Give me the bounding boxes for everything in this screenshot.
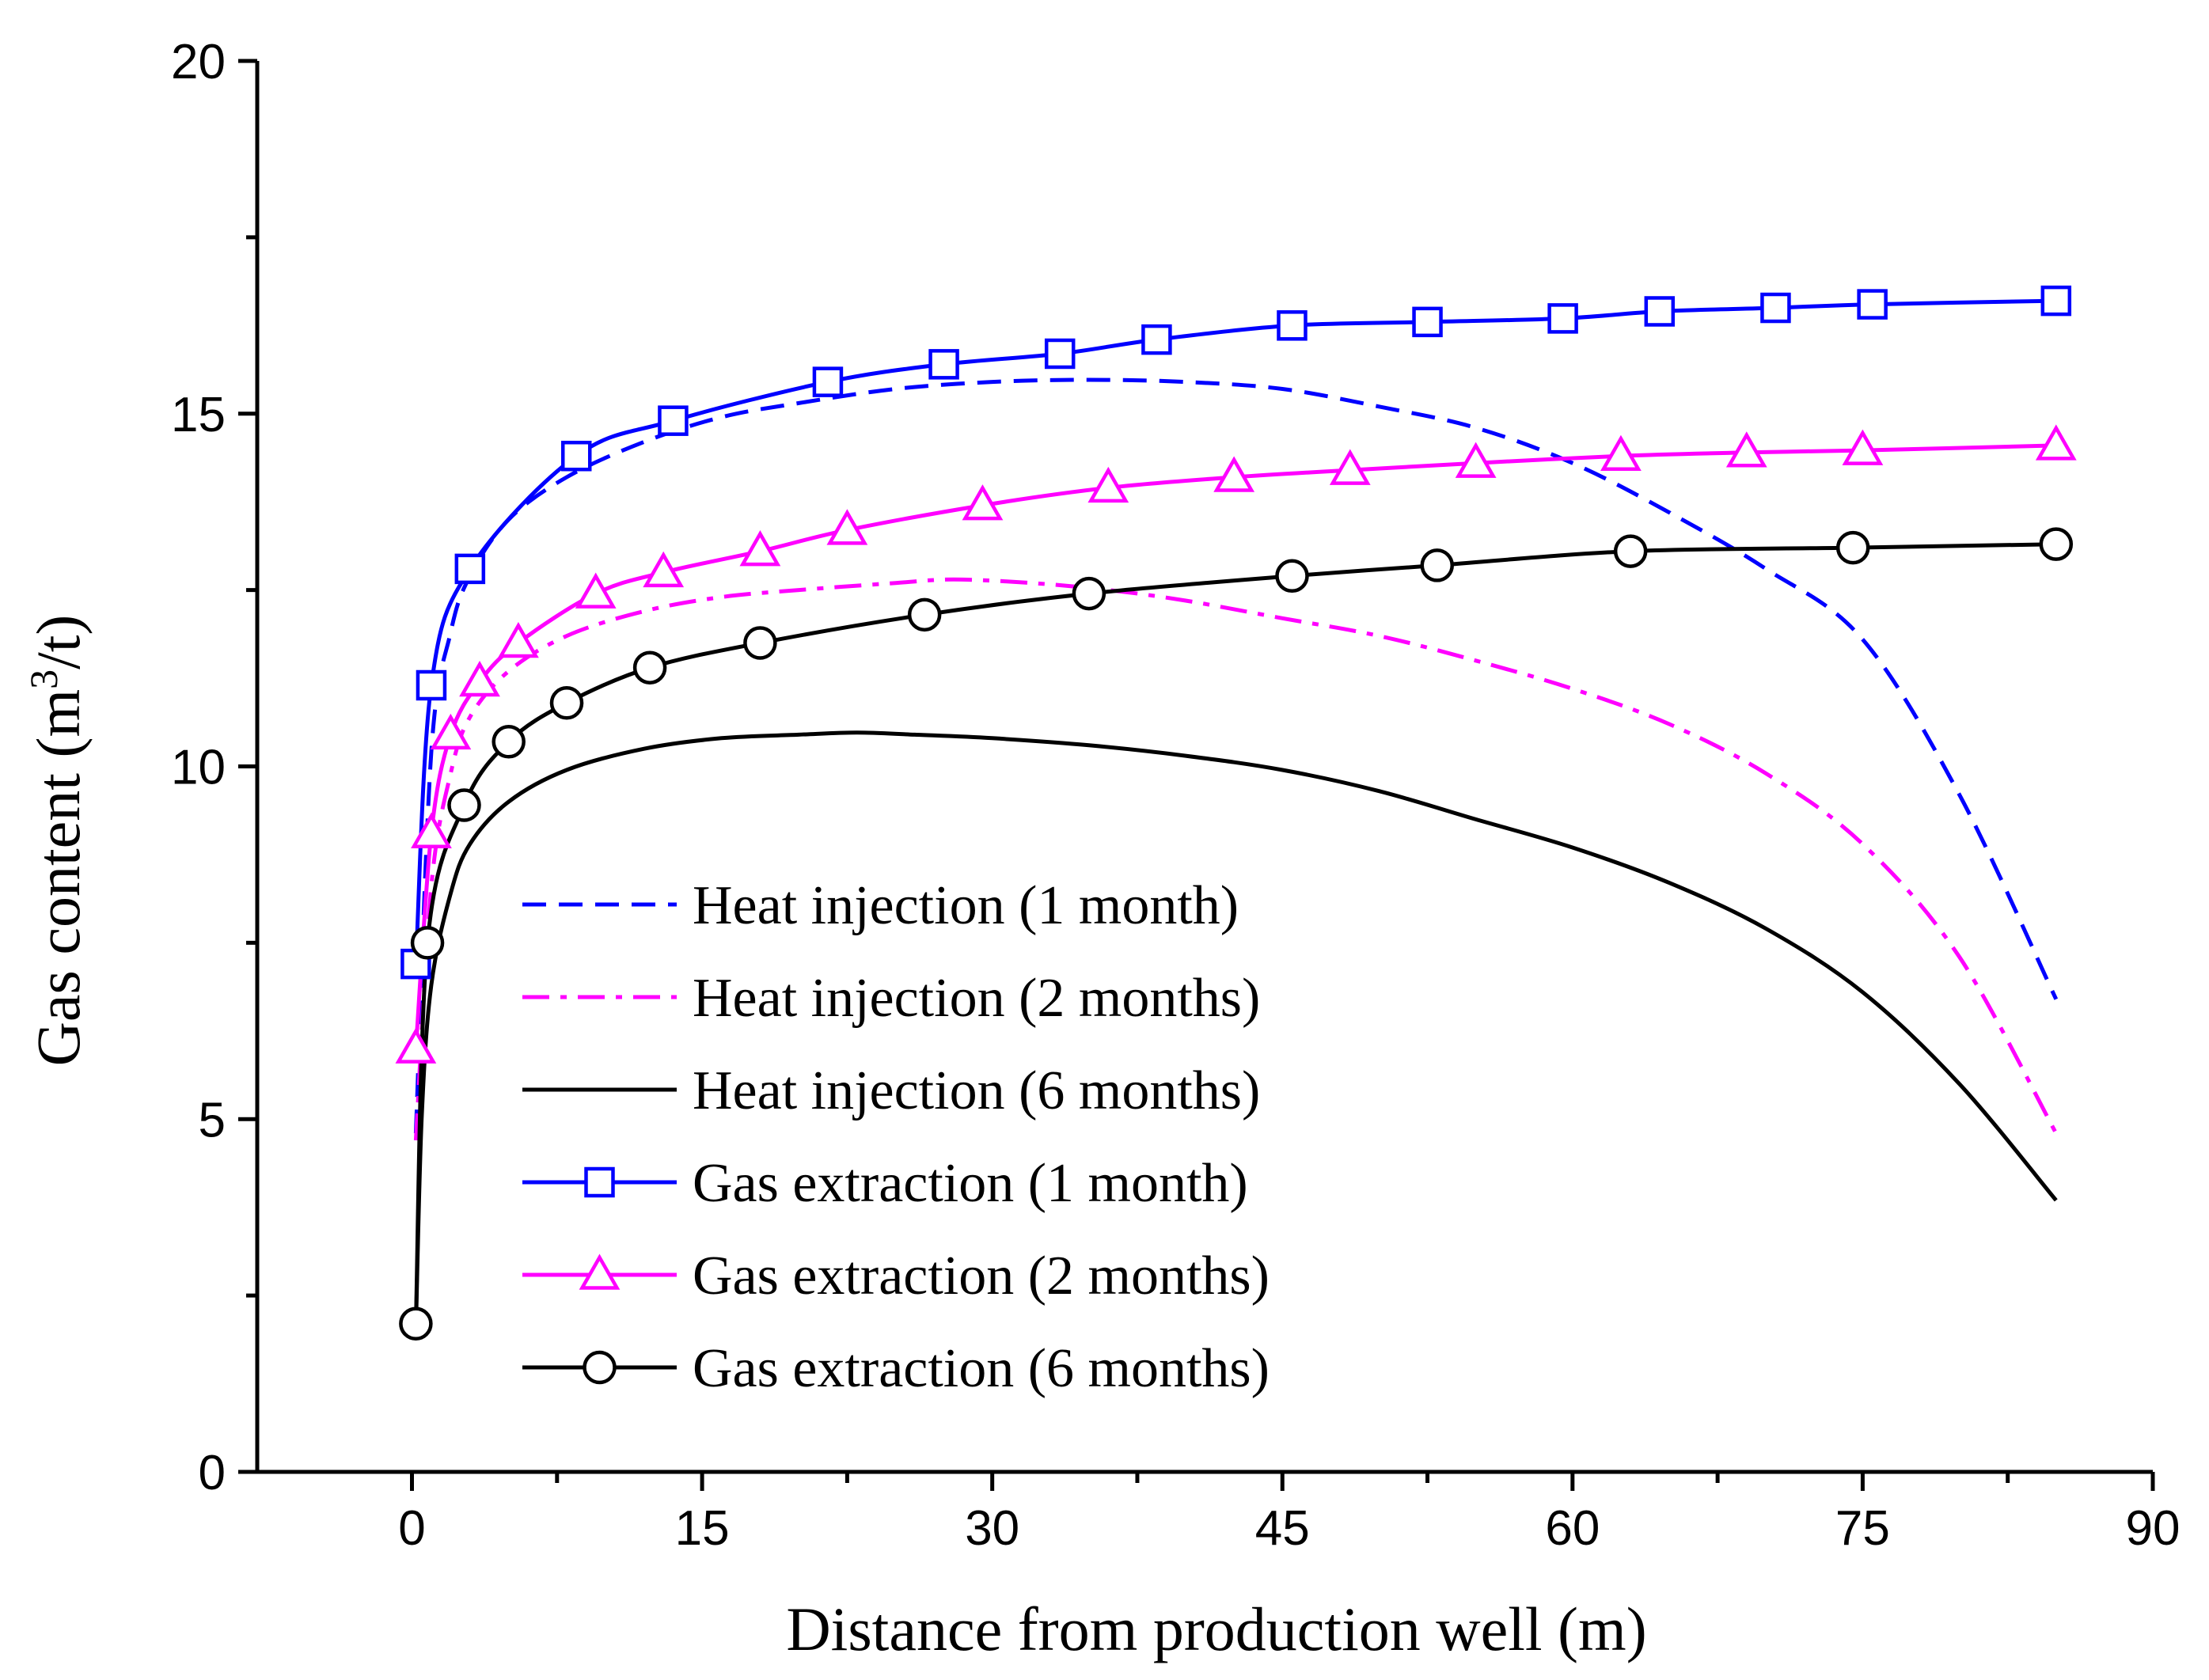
series-6-point bbox=[492, 725, 526, 759]
series-6-point bbox=[2039, 527, 2074, 561]
series-4-point bbox=[1644, 296, 1676, 327]
x-tick-label: 60 bbox=[1545, 1501, 1600, 1556]
x-tick-label: 0 bbox=[398, 1501, 425, 1556]
series-5-point bbox=[1725, 431, 1767, 468]
series-4-point bbox=[1412, 306, 1443, 338]
series-4-point bbox=[658, 405, 689, 436]
series-line-3 bbox=[413, 730, 2058, 1331]
x-tick-label: 90 bbox=[2126, 1501, 2181, 1556]
x-tick-label: 75 bbox=[1835, 1501, 1890, 1556]
series-6-point bbox=[907, 597, 942, 632]
series-4-point bbox=[454, 553, 486, 585]
series-6-point bbox=[549, 686, 584, 720]
series-5-point bbox=[575, 572, 617, 609]
y-tick-label: 0 bbox=[199, 1446, 226, 1500]
series-4-point bbox=[1141, 324, 1172, 355]
series-line-4 bbox=[413, 298, 2056, 965]
series-6-point bbox=[1420, 548, 1455, 582]
y-tick-label: 5 bbox=[199, 1093, 226, 1147]
legend-label-6: Gas extraction (6 months) bbox=[693, 1338, 1270, 1399]
series-6-point bbox=[632, 650, 667, 685]
y-axis-title-superscript: 3 bbox=[21, 669, 66, 689]
series-5-point bbox=[498, 621, 539, 658]
series-4-point bbox=[1277, 310, 1308, 341]
series-4-point bbox=[928, 349, 959, 380]
legend-label-1: Heat injection (1 month) bbox=[693, 875, 1239, 936]
legend-label-2: Heat injection (2 months) bbox=[693, 968, 1260, 1029]
series-6-point bbox=[1275, 559, 1309, 593]
series-5-point bbox=[1842, 429, 1884, 465]
legend: Heat injection (1 month) Heat injection (… bbox=[522, 875, 1270, 1399]
x-tick-label: 45 bbox=[1255, 1501, 1310, 1556]
series-6-point bbox=[1072, 576, 1106, 611]
series-layer bbox=[395, 285, 2077, 1341]
series-4-point bbox=[2040, 285, 2072, 317]
series-5-point bbox=[1600, 434, 1642, 471]
series-5-point bbox=[739, 530, 781, 567]
series-5-point bbox=[1087, 466, 1129, 503]
y-tick-label: 15 bbox=[171, 388, 226, 442]
legend-label-4: Gas extraction (1 month) bbox=[693, 1153, 1248, 1214]
series-5-point bbox=[826, 509, 868, 545]
series-6-point bbox=[1835, 530, 1870, 565]
legend-marker-6 bbox=[583, 1350, 617, 1385]
series-4-point bbox=[1547, 303, 1578, 334]
series-6-point bbox=[399, 1306, 433, 1341]
series-6-point bbox=[743, 626, 777, 660]
series-4-point bbox=[1760, 292, 1791, 324]
y-axis-title-end: /t) bbox=[24, 615, 93, 669]
series-4-point bbox=[1044, 338, 1076, 370]
series-5-point bbox=[1329, 449, 1371, 485]
y-tick-label: 20 bbox=[171, 35, 226, 89]
y-axis-title-main: Gas content (m bbox=[24, 689, 93, 1067]
x-axis-title: Distance from production well (m) bbox=[786, 1595, 1646, 1663]
series-5-point bbox=[459, 660, 500, 697]
series-4-point bbox=[812, 366, 844, 397]
series-4-point bbox=[1857, 289, 1888, 320]
series-6-point bbox=[447, 788, 481, 822]
series-5-point bbox=[2035, 424, 2077, 461]
y-axis-title: Gas content (m3/t) bbox=[21, 615, 93, 1067]
series-4-point bbox=[416, 669, 447, 701]
ticks-layer: 0 15 30 45 60 75 90 0 5 10 15 20 bbox=[171, 35, 2180, 1556]
series-5-point bbox=[1455, 442, 1497, 478]
series-5-point bbox=[395, 1027, 437, 1064]
y-tick-label: 10 bbox=[171, 741, 226, 795]
series-5-point bbox=[643, 551, 685, 588]
x-tick-label: 15 bbox=[675, 1501, 730, 1556]
series-4-point bbox=[560, 440, 592, 472]
series-5-point bbox=[430, 713, 472, 750]
legend-marker-5 bbox=[579, 1253, 621, 1290]
series-5-point bbox=[1213, 456, 1255, 492]
series-5-point bbox=[962, 484, 1004, 521]
legend-label-5: Gas extraction (2 months) bbox=[693, 1246, 1270, 1306]
x-tick-label: 30 bbox=[965, 1501, 1019, 1556]
series-5-point bbox=[411, 812, 452, 848]
legend-marker-4 bbox=[584, 1166, 615, 1198]
series-6-point bbox=[410, 926, 445, 960]
series-6-point bbox=[1613, 534, 1648, 568]
legend-label-3: Heat injection (6 months) bbox=[693, 1060, 1260, 1121]
